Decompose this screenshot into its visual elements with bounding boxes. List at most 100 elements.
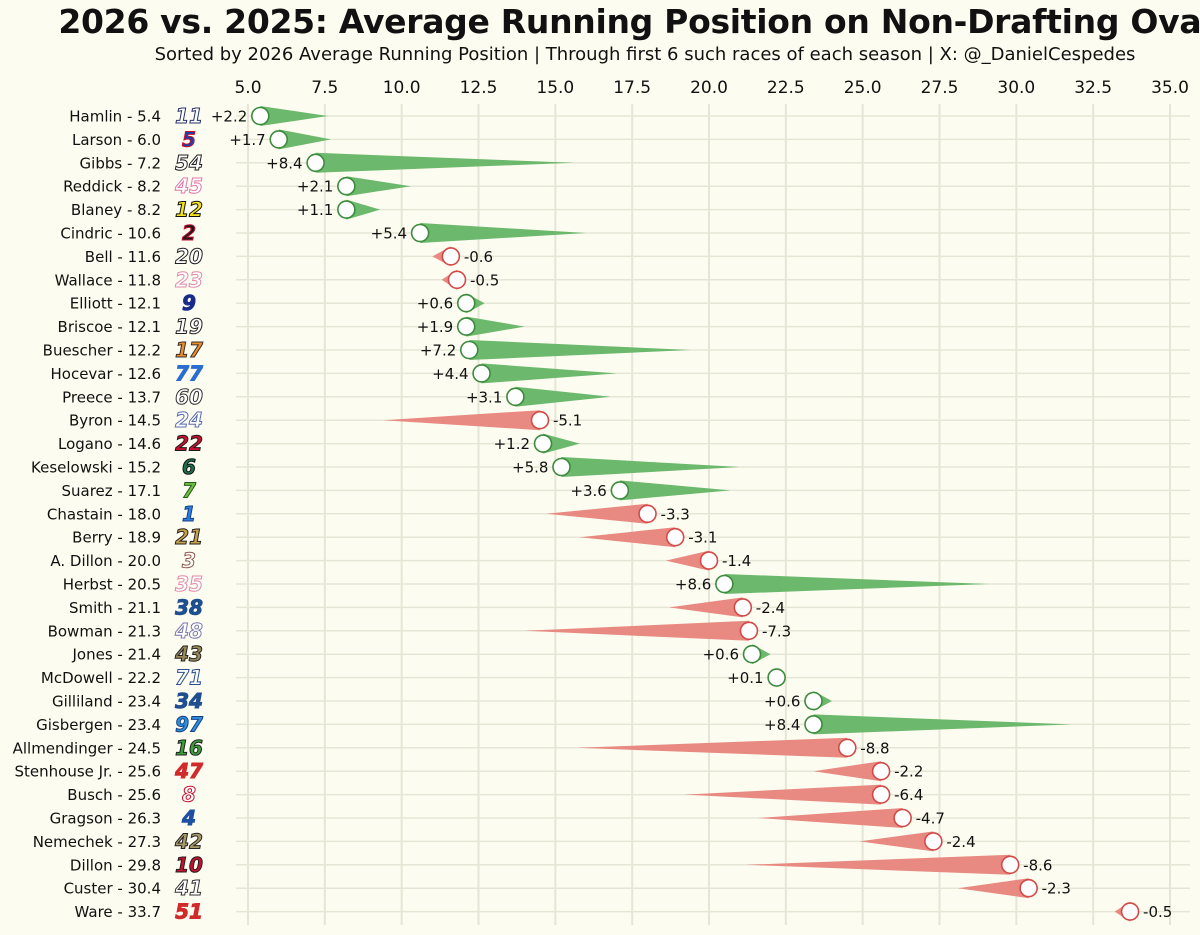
- car-number: 21: [175, 525, 203, 549]
- point-2026: [456, 293, 476, 313]
- driver-label: Berry - 18.9: [72, 529, 161, 547]
- diff-labels: +2.2+1.7+8.4+2.1+1.1+5.4-0.6-0.5+0.6+1.9…: [211, 108, 1172, 922]
- car-number: 17: [175, 338, 203, 362]
- car-number: 41: [174, 876, 203, 900]
- point-2026: [893, 808, 912, 828]
- x-tick-label: 30.0: [997, 78, 1035, 98]
- change-wedge: [420, 223, 587, 243]
- point-2026: [306, 153, 325, 173]
- x-tick-label: 5.0: [234, 78, 261, 98]
- car-number: 60: [175, 385, 203, 409]
- diff-label: +3.6: [570, 482, 606, 500]
- chart-title: 2026 vs. 2025: Average Running Position …: [58, 2, 1200, 41]
- driver-label: Larson - 6.0: [72, 131, 161, 149]
- change-wedge: [576, 737, 848, 758]
- diff-label: +2.1: [297, 178, 333, 196]
- x-tick-label: 7.5: [311, 78, 338, 98]
- x-tick-label: 32.5: [1074, 78, 1112, 98]
- diff-label: +0.6: [417, 295, 453, 313]
- driver-label: Gisbergen - 23.4: [36, 716, 161, 734]
- car-number: 20: [175, 244, 203, 268]
- driver-label: Custer - 30.4: [64, 880, 161, 898]
- diff-label: +8.4: [764, 716, 800, 734]
- change-wedge: [515, 386, 611, 407]
- diff-label: +5.4: [371, 225, 407, 243]
- car-number: 54: [175, 151, 203, 175]
- point-2026: [767, 668, 786, 687]
- car-number: 19: [175, 315, 203, 339]
- point-2026: [665, 527, 685, 547]
- driver-label: Bell - 11.6: [85, 248, 161, 266]
- diff-label: +0.6: [703, 646, 739, 664]
- change-wedge: [684, 784, 882, 805]
- car-number: 34: [175, 689, 203, 713]
- driver-label: Preece - 13.7: [62, 388, 161, 406]
- driver-label: Cindric - 10.6: [60, 225, 161, 243]
- point-2026: [441, 247, 461, 266]
- change-wedge: [278, 129, 331, 150]
- x-tick-label: 12.5: [460, 78, 498, 98]
- change-wedge: [315, 152, 574, 173]
- change-wedge: [466, 316, 525, 337]
- x-tick-label: 35.0: [1151, 78, 1189, 98]
- car-number: 8: [182, 783, 196, 807]
- driver-label: Byron - 14.5: [69, 412, 161, 430]
- driver-label: Chastain - 18.0: [47, 505, 161, 523]
- car-number: 12: [175, 198, 203, 222]
- change-wedge: [669, 597, 743, 618]
- car-number: 22: [175, 432, 203, 456]
- change-wedge: [619, 480, 731, 501]
- point-2026: [472, 364, 491, 383]
- car-number: 35: [175, 572, 203, 596]
- car-number: 47: [174, 759, 203, 783]
- x-tick-label: 17.5: [613, 78, 651, 98]
- diff-label: +8.6: [675, 576, 711, 594]
- car-number: 11: [175, 104, 203, 128]
- diff-label: +1.7: [229, 131, 265, 149]
- diff-label: -2.3: [1042, 880, 1071, 898]
- x-tick-label: 22.5: [767, 78, 805, 98]
- change-wedge: [579, 527, 676, 548]
- driver-label: McDowell - 22.2: [41, 669, 161, 687]
- point-2026: [837, 738, 857, 758]
- points-2026: [250, 106, 1140, 921]
- diff-label: +8.4: [266, 154, 302, 172]
- driver-label: Suarez - 17.1: [61, 482, 161, 500]
- x-axis-ticks: 5.0 7.5 10.0 12.5 15.0 17.5 20.0 22.5 25.0 27.5 30…: [234, 78, 1188, 98]
- driver-label: Jones - 21.4: [72, 646, 162, 664]
- driver-label: Briscoe - 12.1: [58, 318, 161, 336]
- point-2026: [804, 691, 823, 711]
- driver-label: Buescher - 12.2: [43, 342, 161, 360]
- driver-label: Elliott - 12.1: [70, 295, 161, 313]
- point-2026: [337, 200, 356, 219]
- diff-label: +3.1: [466, 388, 502, 406]
- point-2026: [871, 785, 891, 804]
- diff-label: -0.5: [470, 271, 499, 289]
- diff-label: -2.4: [946, 833, 975, 851]
- point-2026: [269, 130, 289, 149]
- car-number: 42: [174, 829, 203, 853]
- point-2026: [337, 176, 356, 196]
- gridlines: [236, 104, 1190, 925]
- car-number: 38: [175, 595, 203, 619]
- car-number: 4: [181, 806, 196, 830]
- change-wedge: [469, 340, 691, 360]
- x-tick-label: 20.0: [690, 78, 728, 98]
- diff-label: -1.4: [722, 552, 751, 570]
- chart-subtitle: Sorted by 2026 Average Running Position …: [154, 44, 1136, 65]
- diff-label: -3.3: [661, 505, 690, 523]
- x-tick-label: 10.0: [383, 78, 421, 98]
- diff-label: -3.1: [688, 529, 717, 547]
- change-wedge: [745, 854, 1011, 875]
- diff-label: -7.3: [762, 622, 791, 640]
- car-number: 3: [182, 549, 196, 573]
- change-wedge: [346, 199, 381, 220]
- diff-label: -5.1: [553, 412, 582, 430]
- diff-label: +0.1: [727, 669, 763, 687]
- car-number: 6: [182, 455, 196, 479]
- diff-label: +7.2: [420, 342, 456, 360]
- change-wedge: [665, 550, 709, 571]
- diff-label: +1.9: [417, 318, 453, 336]
- car-number: 97: [175, 712, 203, 736]
- driver-label: Logano - 14.6: [58, 435, 161, 453]
